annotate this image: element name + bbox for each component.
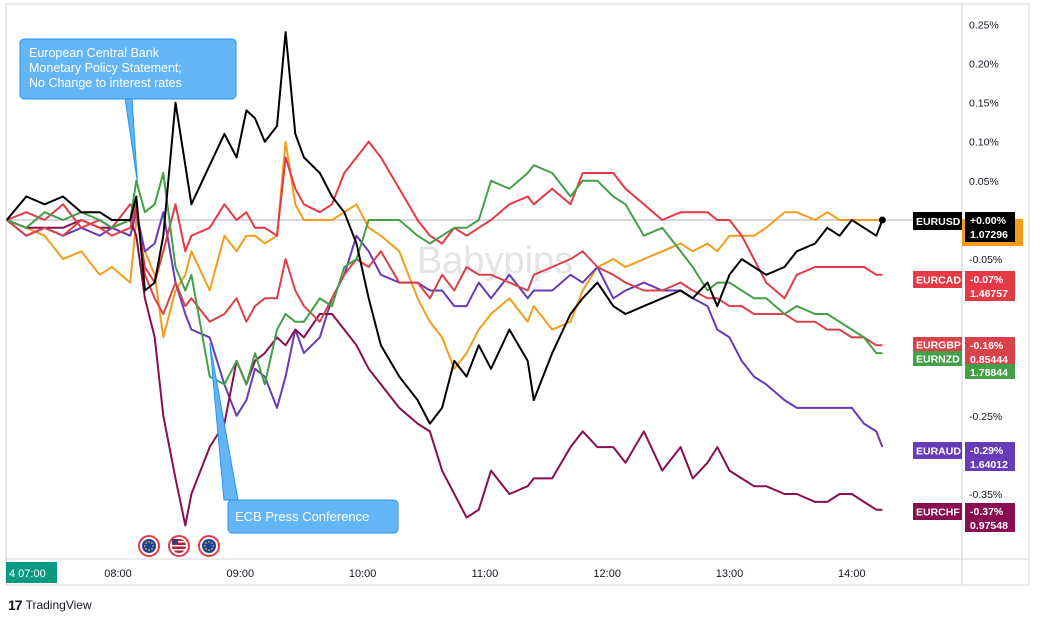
series-price-value: 1.78844 (970, 367, 1008, 379)
chart-border (5, 3, 1030, 586)
series-tag-label: EURUSD (916, 216, 961, 228)
series-change-value: -0.07% (970, 274, 1004, 286)
series-line-eurchf[interactable] (6, 219, 883, 527)
y-tick-label: 0.15% (969, 98, 999, 110)
series-tag-eurusd[interactable] (913, 212, 962, 230)
y-tick-label: 0.25% (969, 19, 999, 31)
x-tick-label: 09:00 (227, 568, 255, 580)
series-change-value: -0.37% (970, 506, 1004, 518)
series-line-eurusd[interactable] (5, 31, 884, 425)
series-tag-eurnzd[interactable] (913, 351, 962, 366)
series-value-box-eurgbp (965, 337, 1015, 366)
series-change-value: +0.00% (970, 215, 1007, 227)
series-price-value: 0.97548 (970, 520, 1008, 532)
x-tick-label: 10:00 (349, 568, 377, 580)
series-value-box-eurcad (965, 271, 1015, 301)
series-change-value: -0.16% (970, 340, 1004, 352)
x-tick-label: 11:00 (472, 568, 499, 580)
series-tag-label: EURAUD (916, 446, 961, 458)
series-tag-label: EURGBP (916, 340, 961, 352)
annotation-text: ECB Press Conference (235, 509, 369, 524)
tradingview-brand[interactable]: 17 TradingView (8, 597, 92, 613)
series-tag-label: EURCAD (916, 275, 961, 287)
annotation-box-press-conference[interactable] (227, 499, 399, 534)
annotation-text: European Central Bank (29, 46, 160, 60)
series-tag-eurgbp[interactable] (913, 337, 962, 352)
annotation-box-ecb-statement[interactable] (19, 38, 237, 100)
annotation-text: No Change to interest rates (29, 76, 182, 90)
x-start-badge (6, 562, 57, 583)
x-tick-label: 08:00 (104, 568, 132, 580)
annotation-text: Monetary Policy Statement; (29, 61, 182, 75)
y-tick-label: 0.20% (969, 58, 999, 70)
x-tick-label: 14:00 (838, 568, 866, 580)
series-price-value: 1.46757 (970, 288, 1008, 300)
series-tag-euraud[interactable] (913, 442, 962, 459)
series-line-euraud[interactable] (6, 211, 884, 448)
y-tick-label: 0.05% (969, 176, 999, 188)
series-line-eurgbp[interactable] (6, 203, 883, 347)
y-tick-label: -0.35% (969, 489, 1002, 501)
series-price-value: 1.07296 (970, 229, 1008, 241)
series-line-eurcad[interactable] (6, 140, 883, 300)
series-price-value: 1.64012 (970, 459, 1008, 471)
tradingview-logo-icon: 17 (8, 597, 23, 613)
series-tag-eurcad[interactable] (913, 271, 962, 288)
series-tag-label: EURNZD (916, 354, 960, 366)
x-start-label: 4 07:00 (9, 568, 46, 580)
series-value-box-eurusd (965, 212, 1015, 242)
series-tag-label: EURCHF (916, 507, 960, 519)
eu-flag-icon[interactable] (198, 535, 220, 557)
series-value-box-eurchf (965, 503, 1015, 532)
y-tick-label: -0.05% (969, 254, 1002, 266)
series-value-box-eurnzd (965, 364, 1015, 379)
x-tick-label: 12:00 (593, 568, 621, 580)
y-tick-label: -0.25% (969, 411, 1002, 423)
eurusd-end-marker (878, 216, 886, 224)
series-line-eurnzd[interactable] (6, 164, 883, 386)
us-flag-icon[interactable] (168, 535, 190, 557)
x-tick-label: 13:00 (716, 568, 744, 580)
series-tag-eurchf[interactable] (913, 503, 962, 520)
series-value-box-euraud (965, 442, 1015, 471)
series-price-value: 0.85444 (970, 354, 1008, 366)
brand-name: TradingView (25, 598, 92, 612)
annotation-pointer (118, 97, 138, 183)
eu-flag-icon[interactable] (138, 535, 160, 557)
y-tick-label: 0.10% (969, 137, 999, 149)
series-change-value: -0.29% (970, 445, 1004, 457)
